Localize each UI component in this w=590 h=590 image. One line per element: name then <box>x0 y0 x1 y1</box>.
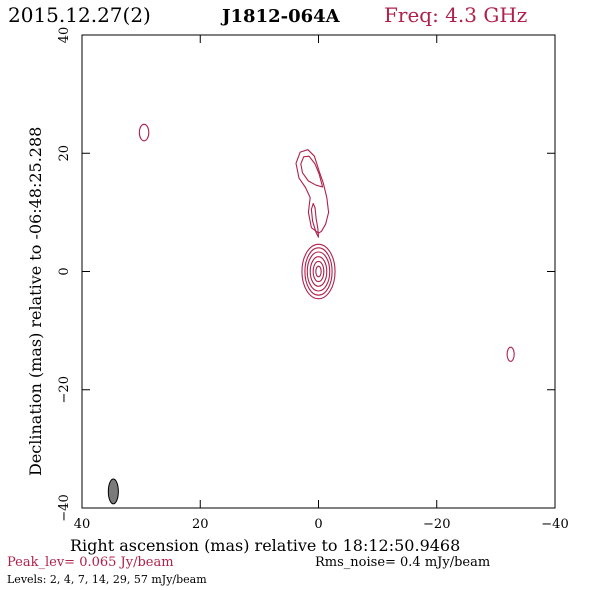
core-contour <box>312 260 325 283</box>
x-tick-label: 20 <box>192 517 209 532</box>
beam-ellipse <box>107 478 119 505</box>
x-tick-label: 0 <box>314 517 322 532</box>
y-tick-label: −40 <box>57 494 72 521</box>
axis-ticks <box>81 34 556 509</box>
core-contour <box>301 243 336 300</box>
rms-noise: Rms_noise= 0.4 mJy/beam <box>315 555 490 570</box>
core-contour <box>306 251 331 292</box>
core-contour <box>309 256 328 287</box>
observation-date: 2015.12.27(2) <box>8 3 151 27</box>
y-tick-labels: −40 −20 0 20 40 <box>57 27 72 522</box>
core-contour <box>315 265 322 278</box>
jet-outer-contour <box>295 149 330 234</box>
frequency-label: Freq: 4.3 GHz <box>384 3 527 27</box>
y-axis-title: Declination (mas) relative to -06:48:25.… <box>26 127 45 476</box>
x-axis-title: Right ascension (mas) relative to 18:12:… <box>70 536 460 555</box>
source-name: J1812-064A <box>220 6 341 27</box>
x-tick-label: 40 <box>74 517 91 532</box>
y-tick-label: 40 <box>57 27 72 44</box>
plot-frame <box>81 34 556 509</box>
y-tick-label: 0 <box>57 267 72 275</box>
core-contour <box>304 247 333 296</box>
contour-layer <box>107 123 515 505</box>
jet-inner-contour <box>300 155 324 188</box>
x-tick-labels: 40 20 0 −20 −40 <box>74 517 569 532</box>
peak-level: Peak_lev= 0.065 Jy/beam <box>7 555 174 570</box>
y-tick-label: 20 <box>57 145 72 162</box>
blob-ne-contour <box>138 123 150 142</box>
contour-levels: Levels: 2, 4, 7, 14, 29, 57 mJy/beam <box>7 573 207 586</box>
x-tick-label: −20 <box>423 517 450 532</box>
y-tick-label: −20 <box>57 376 72 403</box>
blob-sw-contour <box>506 346 515 362</box>
jet-stub-contour <box>310 202 320 238</box>
x-tick-label: −40 <box>541 517 568 532</box>
